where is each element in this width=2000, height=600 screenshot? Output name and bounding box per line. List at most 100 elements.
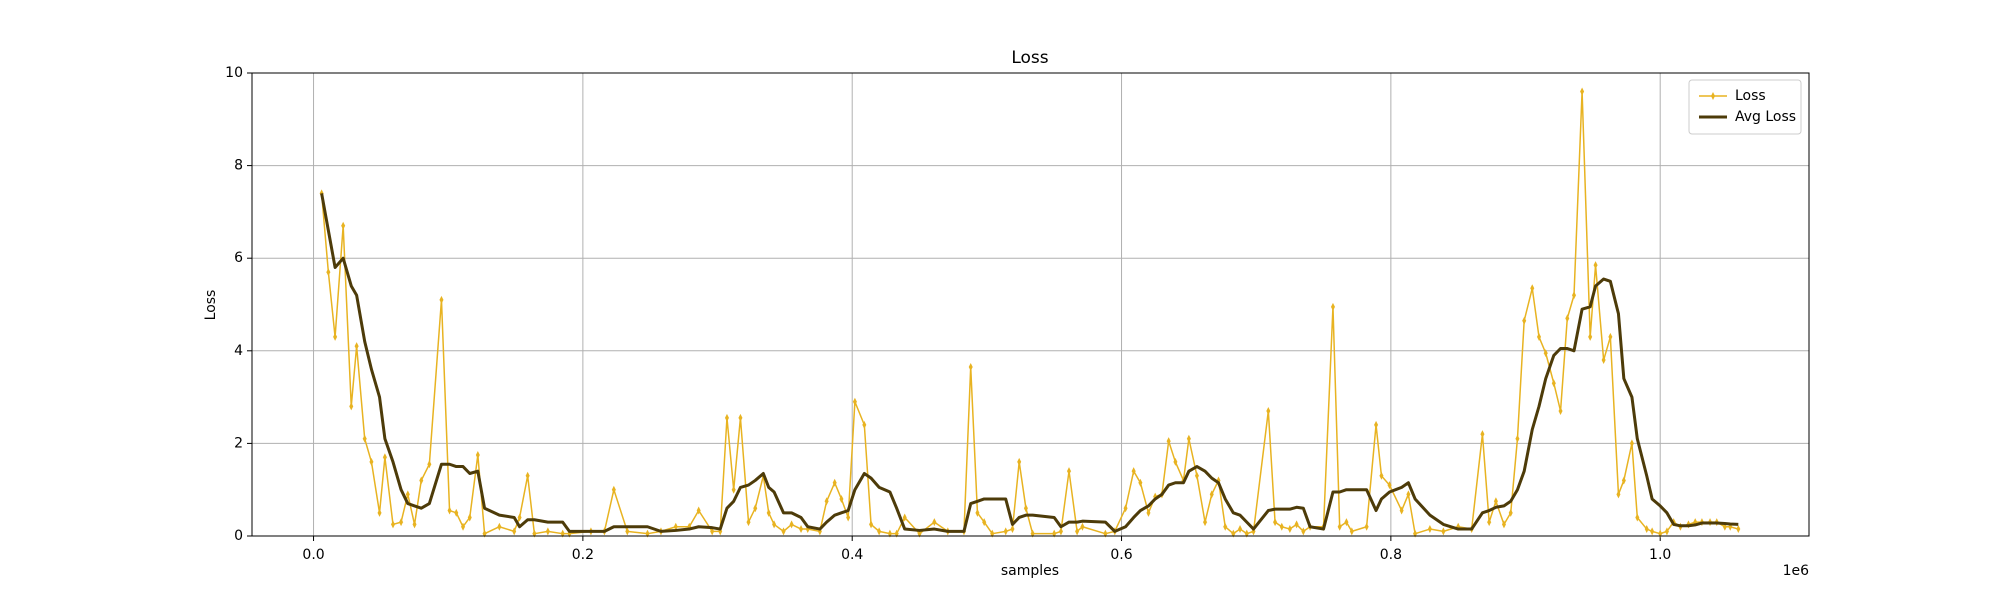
data-point: [625, 527, 630, 536]
data-point: [497, 522, 502, 531]
data-point: [349, 402, 354, 411]
data-point: [1543, 349, 1548, 358]
data-point: [1279, 522, 1284, 531]
data-point: [1301, 527, 1306, 536]
data-point: [1399, 506, 1404, 515]
y-tick-label: 6: [234, 250, 243, 266]
data-point: [1522, 316, 1527, 325]
data-point: [1080, 522, 1085, 531]
y-axis-label: Loss: [203, 290, 219, 321]
data-point: [877, 527, 882, 536]
data-point: [975, 508, 980, 517]
legend-marker: [1711, 92, 1715, 100]
legend-label: Loss: [1735, 88, 1766, 104]
data-point: [1480, 430, 1485, 439]
x-axis-label: samples: [1001, 563, 1059, 579]
data-point: [1629, 439, 1634, 448]
x-axis-offset: 1e6: [1783, 563, 1810, 579]
y-tick-label: 8: [234, 158, 243, 174]
data-point: [1294, 520, 1299, 529]
y-tick-label: 2: [234, 435, 243, 451]
data-point: [390, 520, 395, 529]
data-point: [1023, 504, 1028, 513]
data-point: [1173, 457, 1178, 466]
data-point: [1166, 437, 1171, 446]
data-point: [475, 450, 480, 459]
data-point: [1349, 527, 1354, 536]
data-point: [1209, 490, 1214, 499]
data-point: [932, 518, 937, 527]
data-point: [1580, 87, 1585, 96]
data-point: [1536, 332, 1541, 341]
data-point: [1621, 476, 1626, 485]
data-point: [427, 460, 432, 469]
legend-label: Avg Loss: [1735, 109, 1796, 125]
data-point: [1058, 527, 1063, 536]
data-point: [419, 476, 424, 485]
data-point: [766, 508, 771, 517]
data-point: [746, 518, 751, 527]
plot-frame: [251, 72, 1810, 537]
data-point: [1123, 504, 1128, 513]
data-point: [696, 506, 701, 515]
data-point: [333, 332, 338, 341]
data-point: [1601, 356, 1606, 365]
legend-box: [1688, 79, 1802, 135]
data-point: [362, 434, 367, 443]
data-point: [1501, 520, 1506, 529]
data-point: [1273, 518, 1278, 527]
data-point: [1487, 518, 1492, 527]
data-point: [611, 485, 616, 494]
data-point: [968, 363, 973, 372]
data-point: [832, 478, 837, 487]
data-point: [1515, 434, 1520, 443]
data-point: [1530, 284, 1535, 293]
data-point: [902, 513, 907, 522]
data-point: [824, 497, 829, 506]
data-point: [673, 522, 678, 531]
data-point: [545, 527, 550, 536]
data-point: [869, 520, 874, 529]
data-point: [1565, 314, 1570, 323]
data-point: [1364, 522, 1369, 531]
data-point: [862, 420, 867, 429]
data-point: [354, 342, 359, 351]
x-tick-label: 0.6: [1110, 547, 1132, 563]
data-point: [1344, 518, 1349, 527]
data-point: [405, 490, 410, 499]
data-point: [1650, 527, 1655, 536]
data-point: [1635, 513, 1640, 522]
data-point: [1588, 332, 1593, 341]
data-point: [341, 221, 346, 230]
data-point: [1572, 291, 1577, 300]
data-point: [467, 513, 472, 522]
data-point: [439, 295, 444, 304]
data-point: [399, 518, 404, 527]
data-point: [753, 504, 758, 513]
data-point: [724, 413, 729, 422]
data-point: [738, 413, 743, 422]
data-point: [1238, 525, 1243, 534]
data-point: [839, 494, 844, 503]
data-point: [1406, 490, 1411, 499]
data-point: [1075, 527, 1080, 536]
chart-title: Loss: [1011, 48, 1048, 68]
data-point: [1664, 527, 1669, 536]
x-tick-label: 1.0: [1649, 547, 1671, 563]
data-point: [1146, 508, 1151, 517]
data-point: [382, 453, 387, 462]
data-point: [1551, 379, 1556, 388]
y-tick-label: 4: [234, 343, 243, 359]
data-point: [1558, 406, 1563, 415]
data-point: [1131, 467, 1136, 476]
data-point: [454, 508, 459, 517]
data-point: [789, 520, 794, 529]
data-point: [512, 527, 517, 536]
data-point: [447, 506, 452, 515]
data-point: [772, 520, 777, 529]
data-point: [846, 513, 851, 522]
data-point: [1067, 467, 1072, 476]
x-tick-label: 0.4: [841, 547, 863, 563]
data-point: [326, 268, 331, 277]
data-point: [852, 397, 857, 406]
